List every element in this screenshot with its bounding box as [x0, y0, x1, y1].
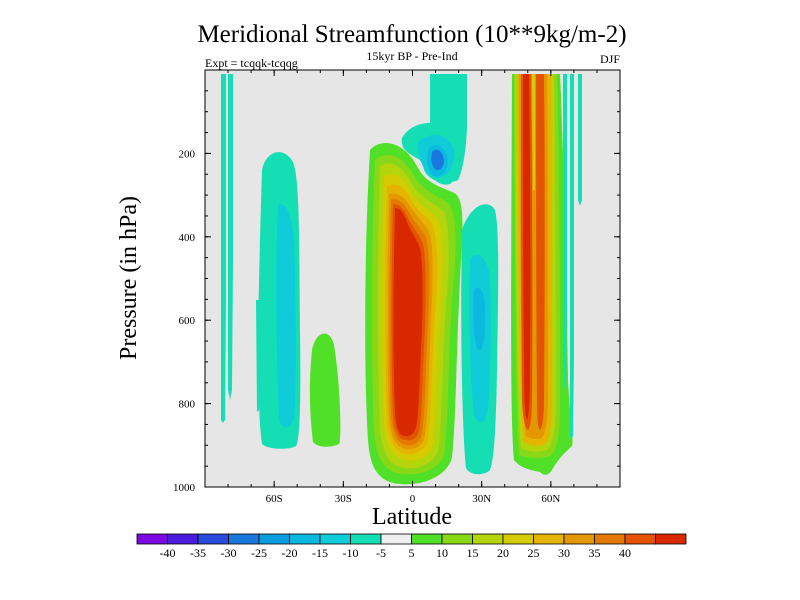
colorbar-swatch — [350, 533, 382, 545]
y-axis-label: Pressure (in hPa) — [116, 196, 142, 360]
plot-axes: 60S 30S 0 30N 60N 200 400 600 800 1000 — [173, 70, 620, 505]
sh-strip-2 — [228, 74, 233, 400]
colorbar-swatch — [533, 533, 565, 545]
colorbar-swatch — [319, 533, 351, 545]
colorbar: -40 -35 -30 -25 -20 -15 -10 -5 5 10 15 20 25 30 35 40 — [136, 533, 687, 560]
nh-strip-3 — [578, 74, 582, 206]
colorbar-label: 30 — [558, 546, 570, 560]
experiment-label: Expt = tcqqk-tcqqg — [205, 56, 298, 70]
nh-band-7 — [536, 74, 545, 430]
y-tick-label: 1000 — [173, 482, 196, 494]
colorbar-label: -5 — [376, 546, 386, 560]
colorbar-swatch — [563, 533, 595, 545]
colorbar-label: 5 — [409, 546, 415, 560]
x-tick-label: 30N — [472, 493, 491, 505]
colorbar-swatch — [441, 533, 473, 545]
colorbar-swatch — [655, 533, 687, 545]
colorbar-label: 15 — [467, 546, 479, 560]
colorbar-label: 20 — [497, 546, 509, 560]
colorbar-swatch — [289, 533, 321, 545]
colorbar-label: 40 — [619, 546, 631, 560]
colorbar-swatch — [502, 533, 534, 545]
nh-band-max — [523, 74, 531, 420]
y-tick-label: 600 — [179, 315, 196, 327]
nh-band-gap — [532, 74, 535, 190]
colorbar-label: -10 — [343, 546, 359, 560]
contour-fields — [221, 74, 582, 485]
colorbar-swatch — [380, 533, 412, 545]
colorbar-swatch — [624, 533, 656, 545]
colorbar-swatch — [167, 533, 199, 545]
colorbar-swatch — [197, 533, 229, 545]
sh-subpolar-inner — [276, 203, 296, 428]
colorbar-label: -20 — [282, 546, 298, 560]
x-tick-label: 0 — [410, 493, 416, 505]
x-axis-label: Latitude — [372, 504, 452, 530]
colorbar-label: -30 — [221, 546, 237, 560]
trop-level-max — [393, 208, 423, 437]
y-tick-label: 800 — [179, 399, 196, 411]
colorbar-label: 10 — [436, 546, 448, 560]
colorbar-swatch — [472, 533, 504, 545]
x-tick-label: 60N — [541, 493, 560, 505]
nh-strip-2 — [570, 74, 574, 440]
colorbar-label: 25 — [528, 546, 540, 560]
colorbar-label: -40 — [160, 546, 176, 560]
colorbar-swatch — [594, 533, 626, 545]
chart-subtitle: 15kyr BP - Pre-Ind — [366, 49, 457, 63]
season-label: DJF — [600, 52, 620, 66]
colorbar-swatch — [136, 533, 168, 545]
x-tick-label: 60S — [266, 493, 283, 505]
y-tick-label: 400 — [179, 232, 196, 244]
colorbar-label: 35 — [589, 546, 601, 560]
upper-neg-min — [431, 149, 444, 170]
colorbar-label: -25 — [251, 546, 267, 560]
nh-subtrop-core — [473, 287, 486, 351]
colorbar-label: -15 — [312, 546, 328, 560]
sh-midlat-cell — [309, 333, 341, 447]
colorbar-swatch — [411, 533, 443, 545]
colorbar-label: -35 — [190, 546, 206, 560]
chart-title: Meridional Streamfunction (10**9kg/m-2) — [197, 21, 626, 48]
sh-strip-1 — [221, 74, 226, 423]
colorbar-swatch — [228, 533, 260, 545]
y-tick-label: 200 — [179, 148, 196, 160]
nh-strip-1 — [563, 74, 567, 390]
x-tick-label: 30S — [335, 493, 352, 505]
colorbar-swatch — [258, 533, 290, 545]
